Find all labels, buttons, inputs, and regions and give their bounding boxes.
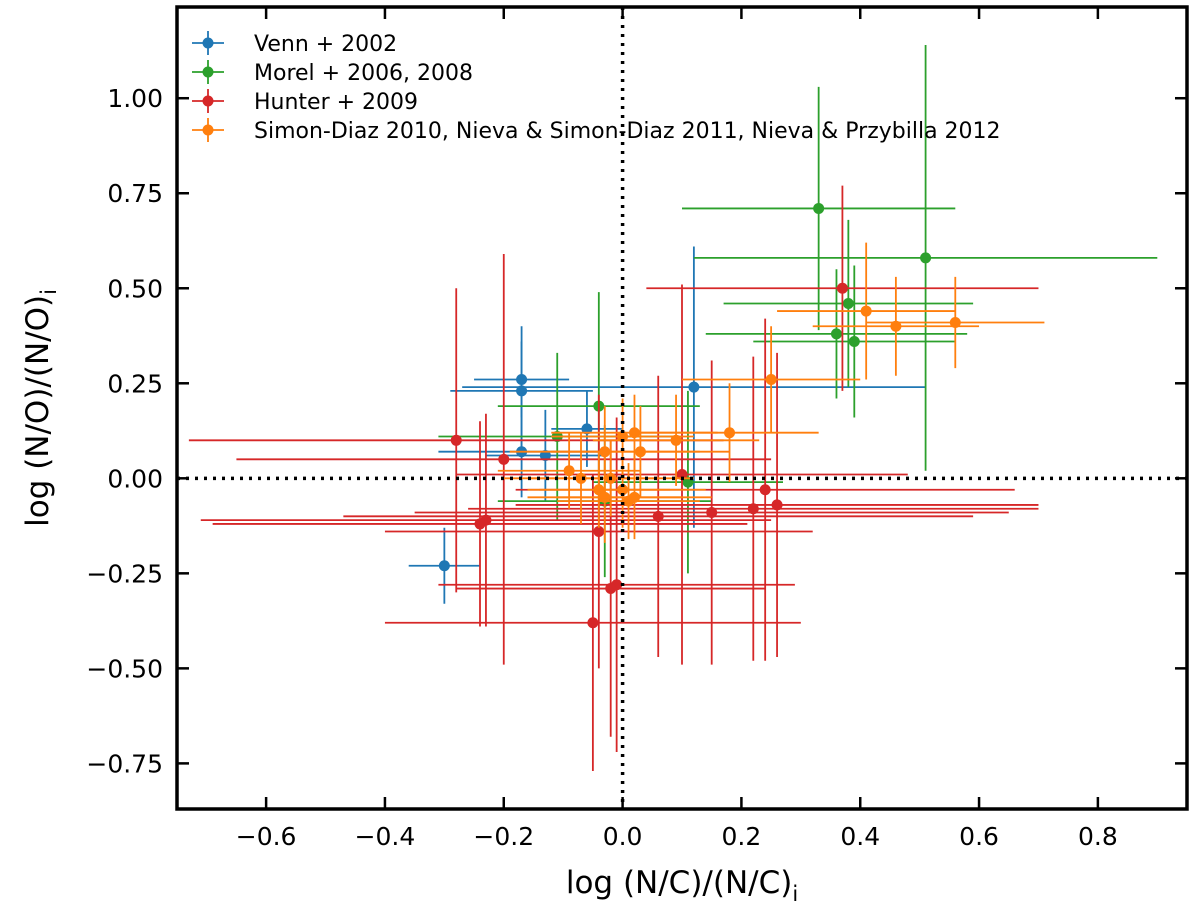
series-3 <box>188 185 1039 771</box>
y-tick-label: 0.50 <box>107 274 163 303</box>
series-layer <box>188 45 1158 771</box>
x-tick-label: 0.2 <box>722 822 762 851</box>
x-tick-label: 0.8 <box>1078 822 1118 851</box>
axis-ticks: −0.6 −0.4 −0.2 0.0 0.2 0.4 0.6 0.8 −0.75 −0.50 −0.… <box>86 7 1187 851</box>
y-axis-label-subscript: i <box>37 289 61 295</box>
legend-marker-dot <box>202 66 214 78</box>
data-point <box>498 453 510 465</box>
legend-label: Simon-Diaz 2010, Nieva & Simon-Diaz 2011… <box>254 119 1001 144</box>
data-point <box>706 507 718 519</box>
x-tick-label: 0.0 <box>603 822 643 851</box>
data-point <box>516 385 528 397</box>
legend-marker-dot <box>202 37 214 49</box>
data-point <box>860 305 872 317</box>
data-point <box>628 491 640 503</box>
x-tick-label: −0.4 <box>355 822 416 851</box>
series-2 <box>438 45 1158 578</box>
data-point <box>949 316 961 328</box>
legend-label: Morel + 2006, 2008 <box>254 61 473 86</box>
data-point <box>593 526 605 538</box>
y-tick-label: 0.00 <box>107 464 163 493</box>
legend-item-3: Hunter + 2009 <box>192 89 418 115</box>
legend-label: Hunter + 2009 <box>254 90 418 115</box>
data-point <box>747 503 759 515</box>
x-tick-label: −0.2 <box>473 822 534 851</box>
x-tick-label: 0.4 <box>840 822 880 851</box>
plot-frame <box>175 5 1189 811</box>
data-point <box>688 381 700 393</box>
data-point <box>474 518 486 530</box>
data-point <box>830 328 842 340</box>
y-tick-label: −0.75 <box>86 749 163 778</box>
legend-item-1: Venn + 2002 <box>192 31 397 57</box>
data-point <box>759 484 771 496</box>
y-tick-label: 0.25 <box>107 369 163 398</box>
data-point <box>438 560 450 572</box>
data-point <box>670 434 682 446</box>
data-point <box>842 297 854 309</box>
y-axis-label: log (N/O)/(N/O)i <box>20 289 61 527</box>
x-tick-label: 0.6 <box>959 822 999 851</box>
y-tick-label: −0.25 <box>86 559 163 588</box>
x-tick-label: −0.6 <box>236 822 297 851</box>
x-axis-label-subscript: i <box>792 882 798 906</box>
x-axis-label: log (N/C)/(N/C)i <box>566 865 798 906</box>
data-point <box>813 202 825 214</box>
data-point <box>617 431 629 443</box>
data-point <box>539 450 551 462</box>
data-point <box>765 373 777 385</box>
series-4 <box>497 242 1045 543</box>
y-tick-label: 1.00 <box>107 84 163 113</box>
reference-lines <box>177 7 1187 809</box>
legend-label: Venn + 2002 <box>254 32 397 57</box>
data-point <box>848 335 860 347</box>
y-tick-label: 0.75 <box>107 179 163 208</box>
data-point <box>563 465 575 477</box>
legend-item-4: Simon-Diaz 2010, Nieva & Simon-Diaz 2011… <box>192 118 1001 144</box>
data-point <box>771 499 783 511</box>
data-point <box>581 423 593 435</box>
data-point <box>890 320 902 332</box>
data-point <box>676 469 688 481</box>
data-point <box>605 583 617 595</box>
legend-marker-dot <box>202 95 214 107</box>
data-point <box>587 617 599 629</box>
y-tick-label: −0.50 <box>86 654 163 683</box>
data-point <box>617 484 629 496</box>
data-point <box>628 427 640 439</box>
data-point <box>652 510 664 522</box>
legend-item-2: Morel + 2006, 2008 <box>192 60 473 86</box>
data-point <box>724 427 736 439</box>
data-point <box>920 252 932 264</box>
legend-marker-dot <box>202 124 214 136</box>
data-point <box>836 282 848 294</box>
data-point <box>450 434 462 446</box>
legend: Venn + 2002 Morel + 2006, 2008 Hunter + 20… <box>192 31 1001 144</box>
